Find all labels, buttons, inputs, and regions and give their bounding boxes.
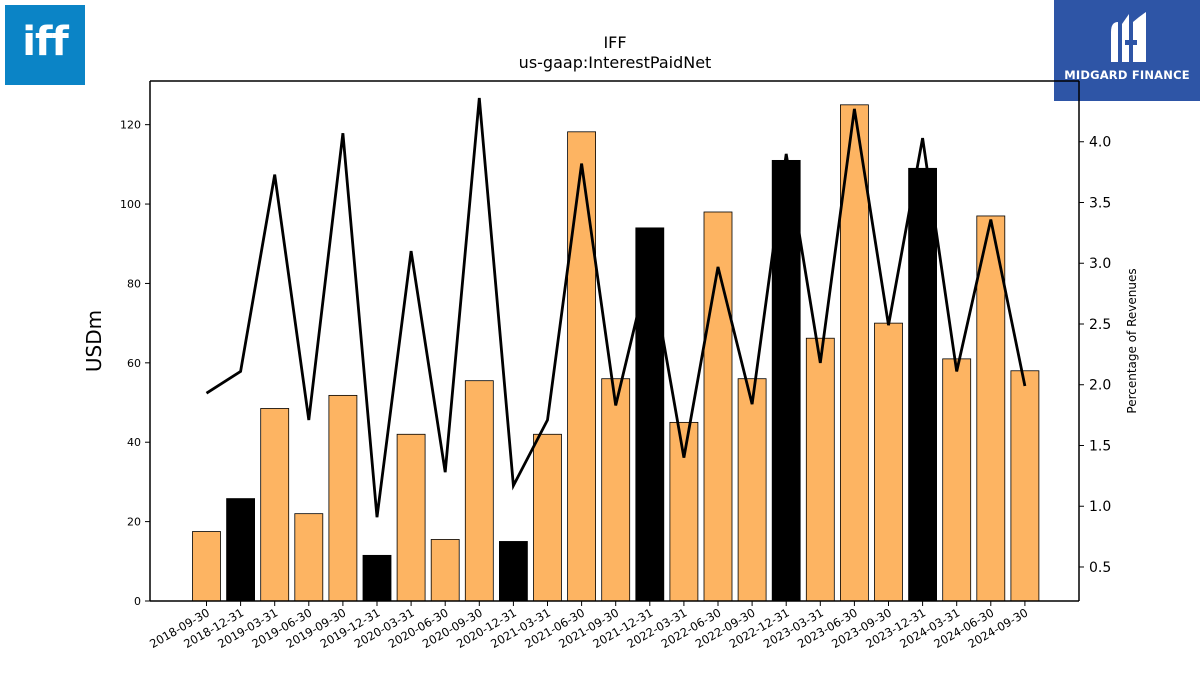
y-tick-label: 80 bbox=[127, 277, 141, 290]
y-tick-label: 120 bbox=[120, 119, 141, 132]
y-tick-label: 20 bbox=[127, 516, 141, 529]
y-tick-label: 0 bbox=[134, 595, 141, 608]
bar bbox=[942, 358, 972, 602]
y2-tick-label: 1.0 bbox=[1089, 499, 1111, 515]
y2-tick-label: 2.5 bbox=[1089, 317, 1111, 333]
y2-axis-label: Percentage of Revenues bbox=[1125, 268, 1139, 413]
bar bbox=[635, 227, 665, 602]
midgard-finance-logo: MIDGARD FINANCE bbox=[1054, 0, 1200, 101]
bar bbox=[567, 131, 596, 602]
chart-title: IFF bbox=[603, 33, 626, 52]
bar bbox=[464, 380, 494, 602]
y2-tick-label: 1.5 bbox=[1089, 438, 1111, 454]
company-logo-text: iff bbox=[22, 19, 69, 65]
chart-subtitle: us-gaap:InterestPaidNet bbox=[519, 53, 712, 72]
bar bbox=[1010, 370, 1040, 602]
bar bbox=[328, 394, 358, 602]
percentage-line bbox=[205, 97, 1027, 518]
y2-tick-label: 4.0 bbox=[1089, 135, 1111, 151]
y2-tick-label: 2.0 bbox=[1089, 378, 1111, 394]
y-tick-label: 40 bbox=[127, 436, 141, 449]
bar bbox=[498, 541, 528, 602]
bar bbox=[294, 513, 324, 602]
bar bbox=[805, 337, 835, 602]
bar bbox=[430, 539, 460, 602]
y-tick-label: 100 bbox=[120, 198, 141, 211]
midgard-finance-wordmark: MIDGARD FINANCE bbox=[1064, 68, 1190, 82]
y-tick-label: 60 bbox=[127, 357, 141, 370]
bar bbox=[192, 531, 221, 602]
bar bbox=[737, 378, 767, 602]
bar bbox=[362, 554, 392, 602]
company-logo: iff bbox=[5, 5, 85, 85]
y2-tick-label: 3.0 bbox=[1089, 256, 1111, 272]
bar bbox=[976, 215, 1006, 602]
midgard-mark-icon bbox=[1111, 12, 1146, 62]
bar bbox=[669, 421, 699, 602]
bar bbox=[533, 433, 562, 602]
bar bbox=[260, 408, 290, 602]
y2-tick-label: 3.5 bbox=[1089, 195, 1111, 211]
bar bbox=[874, 322, 903, 602]
bar bbox=[908, 167, 937, 602]
y2-tick-label: 0.5 bbox=[1089, 560, 1111, 576]
bar bbox=[396, 433, 426, 602]
bar bbox=[601, 378, 631, 602]
bar bbox=[226, 498, 256, 602]
y-axis-label: USDm bbox=[82, 310, 106, 372]
